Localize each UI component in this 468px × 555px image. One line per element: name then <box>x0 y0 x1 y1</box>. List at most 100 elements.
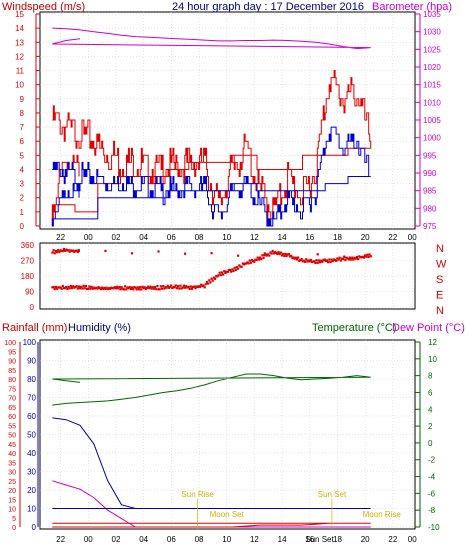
direction-point <box>241 262 244 265</box>
temp-x-tick-label: 22 <box>388 535 397 544</box>
direction-point <box>57 286 60 289</box>
direction-point <box>70 249 74 252</box>
direction-point <box>80 285 83 288</box>
direction-point <box>157 250 160 253</box>
direction-point <box>106 288 109 291</box>
direction-point <box>140 288 143 291</box>
direction-point <box>177 285 180 288</box>
wind-tick-label: 14 <box>15 24 24 33</box>
direction-point <box>178 287 181 290</box>
barometer-tick-label: 1025 <box>423 45 441 54</box>
direction-point <box>95 286 98 289</box>
direction-point <box>207 282 210 285</box>
wind-tick-label: 12 <box>15 52 24 61</box>
wind-x-tick-label: 02 <box>112 233 121 242</box>
direction-point <box>339 259 342 262</box>
direction-point <box>99 288 102 291</box>
direction-point <box>344 259 347 262</box>
direction-point <box>51 251 54 254</box>
direction-point <box>83 287 86 290</box>
direction-point <box>300 258 303 261</box>
direction-point <box>279 251 282 254</box>
direction-point <box>58 251 61 254</box>
direction-point <box>257 258 260 261</box>
direction-point <box>280 254 284 257</box>
direction-point <box>84 284 87 288</box>
direction-point <box>211 279 214 282</box>
direction-point <box>333 259 337 262</box>
direction-point <box>107 287 110 290</box>
graph-title: 24 hour graph day : 17 December 2016 <box>172 1 364 13</box>
temp-tick-label: -4 <box>428 473 436 482</box>
direction-point <box>59 286 62 289</box>
direction-point <box>174 284 177 287</box>
wind-tick-label: 7 <box>20 123 25 132</box>
direction-point <box>365 255 368 258</box>
astronomy-annotation: Moon Rise <box>363 510 402 519</box>
direction-point <box>295 258 299 261</box>
series-line-humidity <box>52 417 371 509</box>
direction-point <box>113 286 116 289</box>
direction-point <box>169 286 172 289</box>
direction-point <box>361 255 364 258</box>
wind-tick-label: 9 <box>20 95 25 104</box>
temp-tick-label: -8 <box>428 506 436 515</box>
direction-point <box>189 285 192 288</box>
humidity-tick-label: 50 <box>27 431 36 440</box>
direction-point <box>185 285 188 288</box>
direction-point <box>308 260 311 263</box>
barometer-tick-label: 1000 <box>423 134 441 143</box>
direction-point <box>278 252 281 256</box>
direction-point <box>328 258 331 261</box>
rain-tick-label: 70 <box>8 396 16 403</box>
direction-point <box>272 252 275 255</box>
direction-point <box>312 260 315 263</box>
direction-point <box>252 260 255 263</box>
compass-label: E <box>436 290 443 302</box>
wind-x-tick-label: 22 <box>388 233 397 242</box>
series-line-gust <box>51 70 372 227</box>
direction-point <box>227 268 230 272</box>
temp-x-tick-label: 00 <box>84 535 93 544</box>
series-line-rainfall <box>52 522 371 528</box>
temp-x-tick-label: 10 <box>222 535 231 544</box>
direction-point <box>115 285 119 288</box>
direction-point <box>135 288 138 291</box>
direction-point <box>238 264 241 267</box>
wind-tick-label: 2 <box>20 194 25 203</box>
direction-point <box>184 286 187 289</box>
direction-point <box>134 286 137 289</box>
direction-point <box>357 258 360 261</box>
direction-point <box>154 285 157 289</box>
direction-point <box>315 259 318 262</box>
direction-point <box>335 259 338 262</box>
series-line-avg-wind <box>51 126 371 227</box>
direction-point <box>322 259 325 262</box>
rain-tick-label: 0 <box>12 525 16 532</box>
direction-point <box>122 288 125 291</box>
direction-point <box>290 254 293 257</box>
direction-point <box>223 270 226 273</box>
direction-point <box>66 287 69 291</box>
wind-tick-label: 3 <box>20 180 25 189</box>
wind-x-tick-label: 22 <box>56 233 65 242</box>
direction-point <box>210 252 213 255</box>
rain-tick-label: 35 <box>8 460 16 467</box>
direction-point <box>91 287 94 290</box>
wind-x-tick-label: 06 <box>167 233 176 242</box>
temp-x-tick-label: 18 <box>333 535 342 544</box>
barometer-tick-label: 985 <box>423 187 437 196</box>
direction-point <box>346 257 349 260</box>
direction-point <box>309 258 312 261</box>
direction-point <box>239 265 242 268</box>
direction-point <box>127 287 130 290</box>
direction-point <box>219 273 222 277</box>
direction-point <box>259 256 262 259</box>
wind-tick-label: 6 <box>20 137 25 146</box>
direction-point <box>173 286 176 289</box>
direction-point <box>162 285 165 288</box>
direction-point <box>324 259 327 263</box>
direction-point <box>226 270 229 273</box>
direction-point <box>249 261 252 264</box>
